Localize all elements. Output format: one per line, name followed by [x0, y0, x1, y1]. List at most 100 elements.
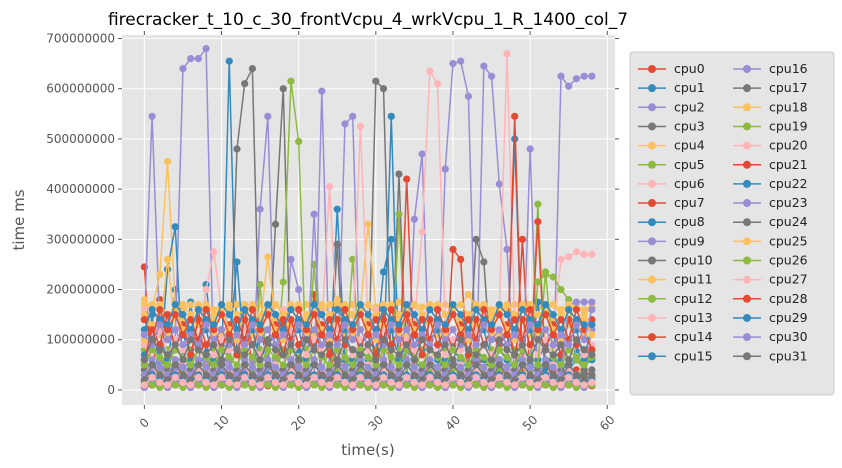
data-point — [457, 353, 465, 361]
data-point — [356, 311, 364, 319]
data-point — [534, 361, 542, 369]
data-point — [372, 311, 380, 319]
data-point — [202, 363, 210, 371]
legend-marker — [648, 237, 656, 246]
data-point — [526, 356, 534, 364]
data-point — [202, 371, 210, 379]
data-point — [310, 381, 318, 389]
data-point — [379, 336, 388, 344]
data-point — [480, 316, 488, 324]
data-point — [457, 378, 465, 387]
data-point — [495, 326, 503, 334]
data-point — [418, 351, 426, 359]
data-point — [495, 300, 503, 309]
legend-item: cpu13 — [638, 310, 713, 325]
data-point — [534, 326, 542, 334]
data-point — [433, 383, 442, 392]
data-point — [210, 341, 218, 349]
data-point — [379, 361, 388, 369]
data-point — [557, 285, 565, 294]
data-point — [233, 300, 241, 309]
data-point — [140, 361, 148, 369]
data-point — [518, 235, 527, 243]
data-point — [457, 300, 465, 309]
data-point — [426, 381, 434, 389]
legend-item: cpu20 — [733, 138, 808, 153]
legend-marker — [743, 256, 751, 265]
data-point — [472, 381, 480, 389]
data-point — [433, 363, 442, 371]
data-point — [387, 378, 395, 387]
data-point — [441, 376, 449, 384]
data-point — [480, 378, 488, 387]
legend-item: cpu31 — [733, 348, 808, 363]
data-point — [487, 336, 496, 344]
data-point — [233, 376, 241, 384]
data-point — [325, 361, 334, 369]
data-point — [148, 112, 156, 120]
data-point — [572, 306, 581, 314]
data-point — [395, 311, 403, 319]
data-point — [387, 321, 395, 329]
legend-label: cpu2 — [674, 99, 705, 114]
legend-label: cpu28 — [769, 291, 808, 306]
data-point — [217, 361, 226, 369]
data-point — [248, 316, 256, 324]
data-point — [457, 383, 465, 392]
data-point — [302, 376, 310, 384]
data-point — [148, 306, 156, 314]
data-point — [541, 311, 550, 319]
data-point — [325, 311, 334, 319]
data-point — [156, 378, 164, 387]
data-point — [457, 57, 465, 65]
data-point — [194, 55, 202, 63]
data-point — [534, 336, 542, 344]
legend-item: cpu24 — [733, 214, 808, 229]
data-point — [310, 311, 318, 319]
data-point — [279, 361, 287, 369]
data-point — [210, 376, 218, 384]
data-point — [379, 316, 388, 324]
data-point — [518, 341, 527, 349]
legend-label: cpu22 — [769, 176, 808, 191]
data-point — [302, 336, 310, 344]
data-point — [526, 371, 534, 379]
data-point — [248, 353, 256, 361]
data-point — [140, 295, 148, 304]
data-point — [202, 351, 210, 359]
data-point — [572, 248, 581, 256]
data-point — [171, 381, 179, 389]
data-point — [433, 80, 442, 88]
data-point — [225, 378, 233, 387]
x-tick-label: 60 — [597, 413, 618, 434]
axes: 0100000000200000000300000000400000000500… — [46, 31, 619, 433]
data-point — [503, 346, 511, 354]
data-point — [349, 376, 357, 384]
data-point — [503, 383, 511, 392]
data-point — [295, 285, 303, 294]
data-point — [148, 300, 156, 309]
data-point — [588, 72, 596, 80]
data-point — [580, 321, 588, 329]
data-point — [387, 300, 395, 309]
data-point — [264, 346, 272, 354]
data-point — [410, 356, 419, 364]
data-point — [410, 371, 419, 379]
data-point — [457, 346, 465, 354]
data-point — [495, 381, 503, 389]
legend-item: cpu27 — [733, 272, 808, 287]
data-point — [387, 353, 395, 361]
data-point — [163, 321, 172, 329]
data-point — [526, 300, 534, 309]
data-point — [349, 336, 357, 344]
data-point — [171, 326, 179, 334]
data-point — [495, 361, 503, 369]
legend-item: cpu2 — [638, 99, 705, 114]
data-point — [148, 373, 156, 381]
data-point — [495, 336, 503, 344]
data-point — [472, 373, 480, 381]
data-point — [441, 165, 449, 173]
data-point — [271, 300, 280, 309]
data-point — [233, 316, 241, 324]
data-point — [241, 356, 249, 364]
